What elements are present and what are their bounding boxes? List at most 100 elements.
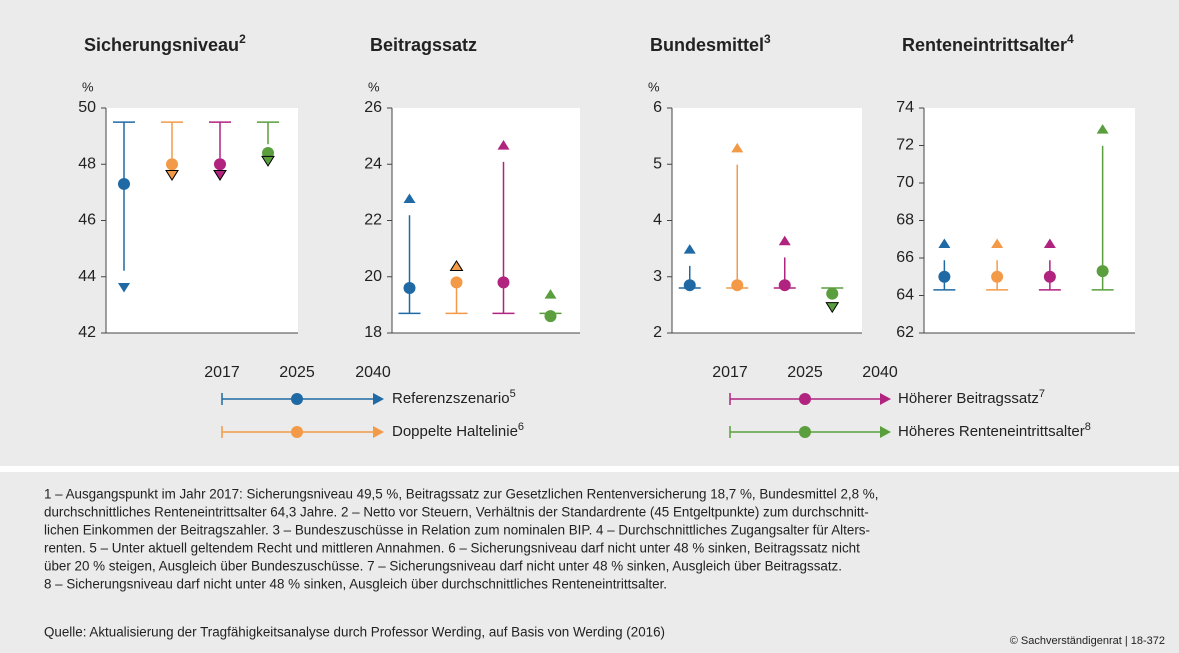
footnote: durchschnittliches Renteneintrittsalter … (44, 505, 869, 520)
end-arrow (938, 238, 951, 249)
legend-year: 2017 (712, 364, 748, 381)
footnote: über 20 % steigen, Ausgleich über Bundes… (44, 559, 842, 574)
legend-arrow (880, 426, 891, 438)
legend-note: 8 (1085, 421, 1091, 433)
end-arrow (449, 260, 464, 272)
y-tick-label: 74 (896, 99, 914, 116)
end-arrow (825, 302, 840, 314)
mid-dot (1096, 265, 1109, 278)
end-arrow (213, 169, 227, 181)
legend-note: 7 (1039, 388, 1045, 400)
mid-dot (731, 279, 744, 292)
mid-dot (118, 177, 130, 190)
footnote: 8 – Sicherungsniveau darf nicht unter 48… (44, 577, 667, 592)
y-tick-label: 24 (364, 155, 382, 172)
y-tick-label: 3 (653, 268, 662, 285)
end-arrow (991, 238, 1004, 249)
y-tick-label: 48 (78, 155, 96, 172)
panel-title: Renteneintrittsalter4 (902, 32, 1074, 55)
end-arrow (403, 193, 416, 204)
y-tick-label: 4 (653, 212, 662, 229)
y-tick-label: 46 (78, 212, 96, 229)
legend-year: 2017 (204, 364, 240, 381)
panel-title-text: Sicherungsniveau (84, 35, 239, 55)
y-tick-label: 2 (653, 324, 662, 341)
mid-dot (938, 270, 951, 283)
panel-title-text: Renteneintrittsalter (902, 35, 1067, 55)
y-tick-label: 64 (896, 287, 914, 304)
legend-label: Referenzszenario5 (392, 388, 516, 407)
mid-dot (450, 276, 463, 289)
mid-dot (826, 287, 839, 300)
y-tick-label: 72 (896, 137, 914, 154)
legend-name: Referenzszenario (392, 390, 510, 407)
mid-dot (778, 279, 791, 292)
end-arrow (261, 155, 275, 167)
y-tick-label: 42 (78, 324, 96, 341)
y-tick-label: 68 (896, 212, 914, 229)
end-arrow (118, 282, 130, 293)
footnote: 1 – Ausgangspunkt im Jahr 2017: Sicherun… (44, 487, 878, 502)
legend-year: 2025 (279, 364, 315, 381)
panel-title: Bundesmittel3 (650, 32, 771, 55)
plot-area (924, 108, 1135, 333)
footnote: lichen Einkommen der Beitragszahler. 3 –… (44, 523, 870, 538)
unit-label: % (82, 79, 94, 94)
legend-arrow (373, 393, 384, 405)
unit-label: % (368, 79, 380, 94)
plot-area (106, 108, 298, 333)
panel-title-note: 3 (764, 32, 771, 46)
credit: © Sachverständigenrat | 18-372 (1010, 635, 1165, 647)
y-tick-label: 66 (896, 249, 914, 266)
legend-dot (291, 393, 303, 405)
legend-label: Höherer Beitragssatz7 (898, 388, 1045, 407)
y-tick-label: 20 (364, 268, 382, 285)
plot-area (392, 108, 580, 333)
end-arrow (497, 140, 510, 150)
mid-dot (544, 310, 557, 323)
legend-year: 2025 (787, 364, 823, 381)
end-arrow (544, 289, 557, 299)
panel-title-note: 4 (1067, 32, 1074, 46)
y-tick-label: 26 (364, 99, 382, 116)
end-arrow (778, 235, 791, 246)
legend-label: Doppelte Haltelinie6 (392, 421, 524, 440)
y-tick-label: 18 (364, 324, 382, 341)
end-arrow (1096, 124, 1109, 134)
end-arrow (1043, 238, 1056, 249)
legend-dot (799, 393, 811, 405)
source: Quelle: Aktualisierung der Tragfähigkeit… (44, 625, 665, 640)
notes-background (0, 472, 1179, 653)
legend-name: Doppelte Haltelinie (392, 423, 518, 440)
mid-dot (991, 270, 1004, 283)
panel-title: Beitragssatz (370, 35, 477, 55)
mid-dot (497, 276, 510, 289)
mid-dot (214, 158, 226, 171)
y-tick-label: 6 (653, 99, 662, 116)
legend-name: Höherer Beitragssatz (898, 390, 1039, 407)
panel-title-text: Beitragssatz (370, 35, 477, 55)
legend-year: 2040 (862, 364, 898, 381)
end-arrow (731, 142, 744, 153)
mid-dot (683, 279, 696, 292)
legend-name: Höheres Renteneintrittsalter (898, 423, 1085, 440)
legend-arrow (373, 426, 384, 438)
panel-title-text: Bundesmittel (650, 35, 764, 55)
legend-dot (799, 426, 811, 438)
legend-year: 2040 (355, 364, 391, 381)
end-arrow (165, 169, 179, 181)
y-tick-label: 62 (896, 324, 914, 341)
y-tick-label: 22 (364, 212, 382, 229)
y-tick-label: 70 (896, 174, 914, 191)
panel-title: Sicherungsniveau2 (84, 32, 246, 55)
y-tick-label: 44 (78, 268, 96, 285)
end-arrow (683, 244, 696, 254)
footnote: renten. 5 – Unter aktuell geltendem Rech… (44, 541, 860, 556)
legend-note: 5 (510, 388, 516, 400)
legend-note: 6 (518, 421, 524, 433)
mid-dot (1043, 270, 1056, 283)
legend-label: Höheres Renteneintrittsalter8 (898, 421, 1091, 440)
unit-label: % (648, 79, 660, 94)
panel-title-note: 2 (239, 32, 246, 46)
